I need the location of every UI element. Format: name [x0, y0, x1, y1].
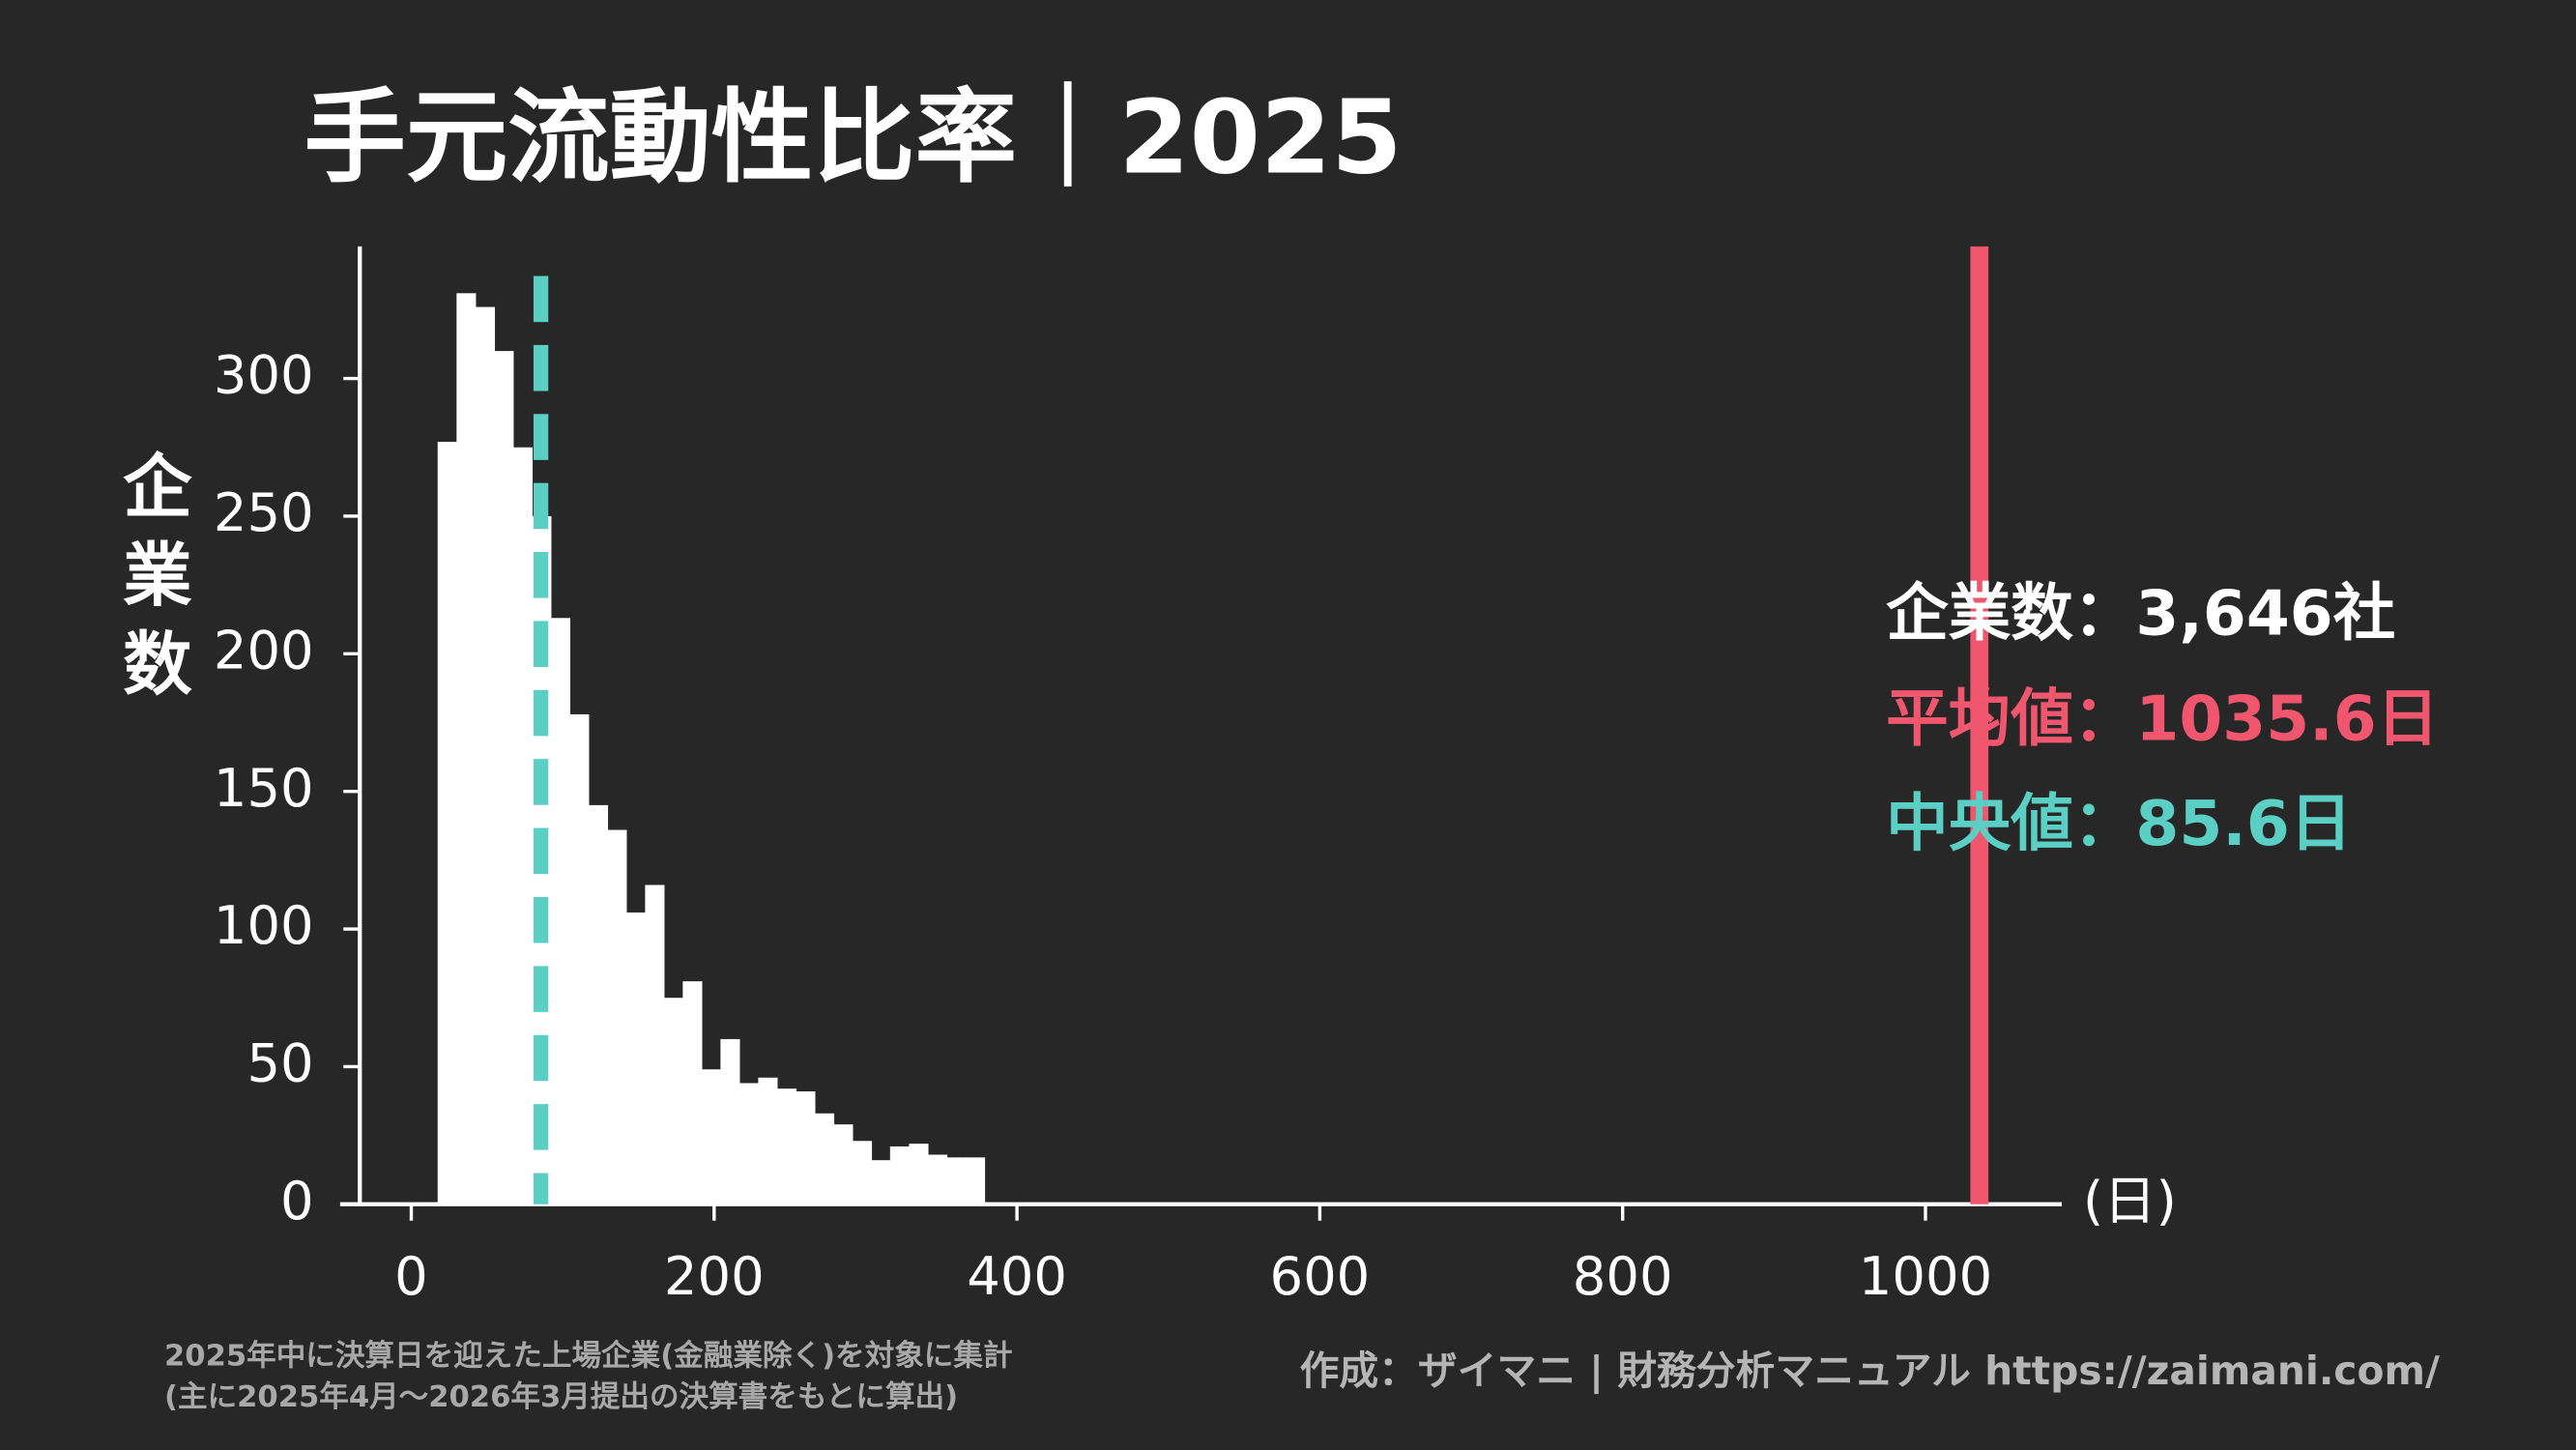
- chart-title: 手元流動性比率｜2025: [304, 77, 1402, 196]
- stat-label: 平均値：1035.6日: [1886, 682, 2439, 755]
- bar: [475, 306, 496, 1204]
- bar: [682, 981, 703, 1204]
- x-tick-label: 200: [664, 1246, 765, 1307]
- bar: [889, 1146, 911, 1204]
- y-tick-label: 200: [214, 620, 314, 681]
- credit: 作成：ザイマニ | 財務分析マニュアル https://zaimani.com/: [1300, 1348, 2440, 1395]
- bar: [701, 1069, 722, 1204]
- bar: [512, 447, 534, 1204]
- bar: [758, 1077, 778, 1204]
- y-tick-label: 100: [214, 895, 314, 956]
- x-tick-label: 400: [967, 1246, 1067, 1307]
- footnote: (主に2025年4月〜2026年3月提出の決算書をもとに算出): [164, 1379, 958, 1414]
- bar: [796, 1091, 816, 1204]
- bar: [569, 713, 590, 1204]
- y-tick-label: 250: [214, 482, 314, 543]
- bar: [852, 1141, 873, 1204]
- x-tick-label: 0: [394, 1246, 428, 1307]
- y-tick-label: 50: [246, 1033, 313, 1094]
- y-tick-label: 300: [214, 345, 314, 406]
- bar: [588, 804, 609, 1204]
- bar: [494, 351, 514, 1204]
- bar: [720, 1038, 740, 1204]
- y-tick-label: 150: [214, 758, 314, 819]
- x-axis-label: (日): [2083, 1171, 2177, 1232]
- x-tick-label: 1000: [1859, 1246, 1992, 1307]
- bar: [776, 1088, 797, 1204]
- bar: [550, 618, 571, 1204]
- x-tick-label: 600: [1269, 1246, 1370, 1307]
- bar: [909, 1144, 929, 1204]
- x-tick-label: 800: [1573, 1246, 1673, 1307]
- y-tick-label: 0: [280, 1171, 314, 1232]
- bar: [927, 1154, 948, 1204]
- stat-label: 企業数：3,646社: [1886, 578, 2395, 651]
- bar: [645, 884, 665, 1204]
- bar: [871, 1160, 891, 1204]
- bar: [965, 1157, 986, 1204]
- bar: [814, 1113, 835, 1204]
- bar: [946, 1157, 967, 1204]
- bar: [607, 829, 627, 1204]
- footnote: 2025年中に決算日を迎えた上場企業(金融業除く)を対象に集計: [164, 1338, 1013, 1373]
- bar: [663, 998, 684, 1204]
- bar: [437, 442, 458, 1204]
- bar: [738, 1083, 760, 1204]
- y-axis-label: 企業数: [111, 450, 192, 716]
- stat-label: 中央値：85.6日: [1886, 788, 2352, 860]
- bar: [456, 293, 477, 1204]
- bar: [625, 912, 647, 1204]
- bar: [833, 1124, 854, 1204]
